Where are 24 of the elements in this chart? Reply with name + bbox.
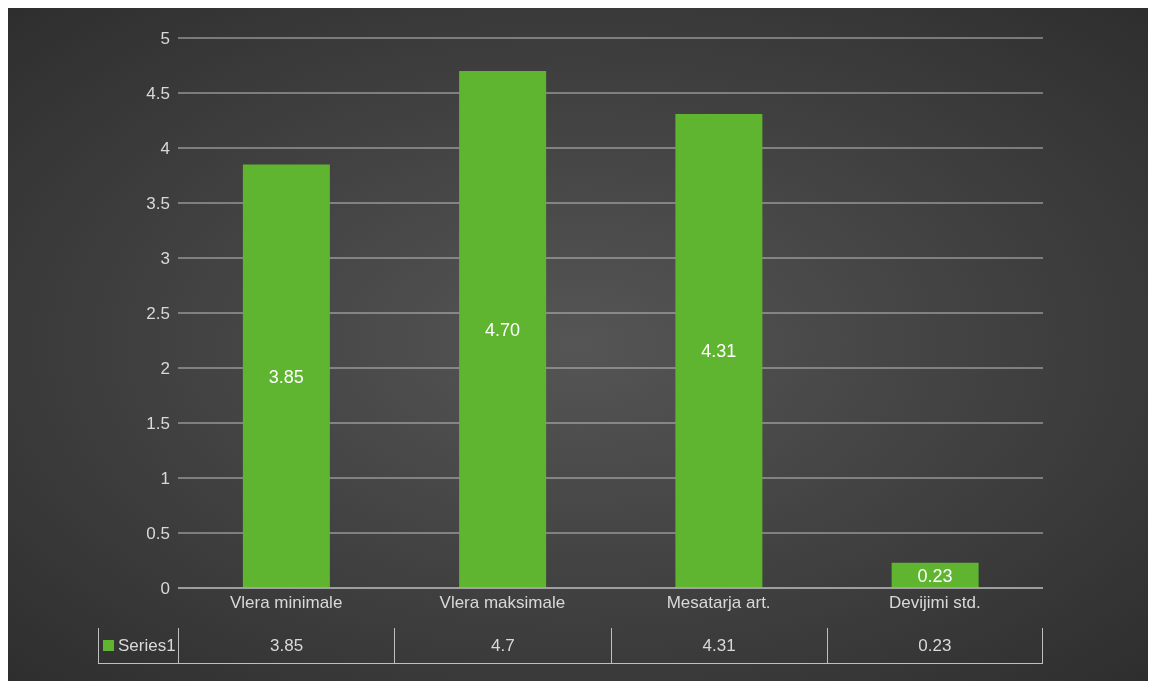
- y-tick-label: 1: [160, 469, 170, 489]
- y-tick-label: 2.5: [146, 304, 170, 324]
- y-tick-label: 4.5: [146, 84, 170, 104]
- y-tick-label: 1.5: [146, 414, 170, 434]
- data-label: 4.70: [485, 319, 521, 340]
- legend-label: Series1: [118, 635, 176, 656]
- y-tick-label: 0.5: [146, 524, 170, 544]
- x-tick-label: Vlera minimale: [229, 593, 343, 613]
- x-tick-label: Mesatarja art.: [666, 593, 771, 613]
- y-tick-label: 2: [160, 359, 170, 379]
- data-label: 3.85: [268, 366, 304, 387]
- data-label: 0.23: [917, 565, 953, 586]
- text: 4.31: [610, 628, 827, 664]
- x-tick-label: Devijimi std.: [889, 593, 981, 613]
- x-tick-label: Vlera maksimale: [439, 593, 566, 613]
- y-tick-label: 3: [160, 249, 170, 269]
- y-tick-label: 0: [160, 579, 170, 599]
- y-tick-label: 3.5: [146, 194, 170, 214]
- text: 4.7: [394, 628, 611, 664]
- y-tick-label: 5: [160, 29, 170, 49]
- data-label: 4.31: [701, 341, 737, 362]
- y-tick-label: 4: [160, 139, 170, 159]
- text: 0.23: [826, 628, 1043, 664]
- text: 3.85: [178, 628, 395, 664]
